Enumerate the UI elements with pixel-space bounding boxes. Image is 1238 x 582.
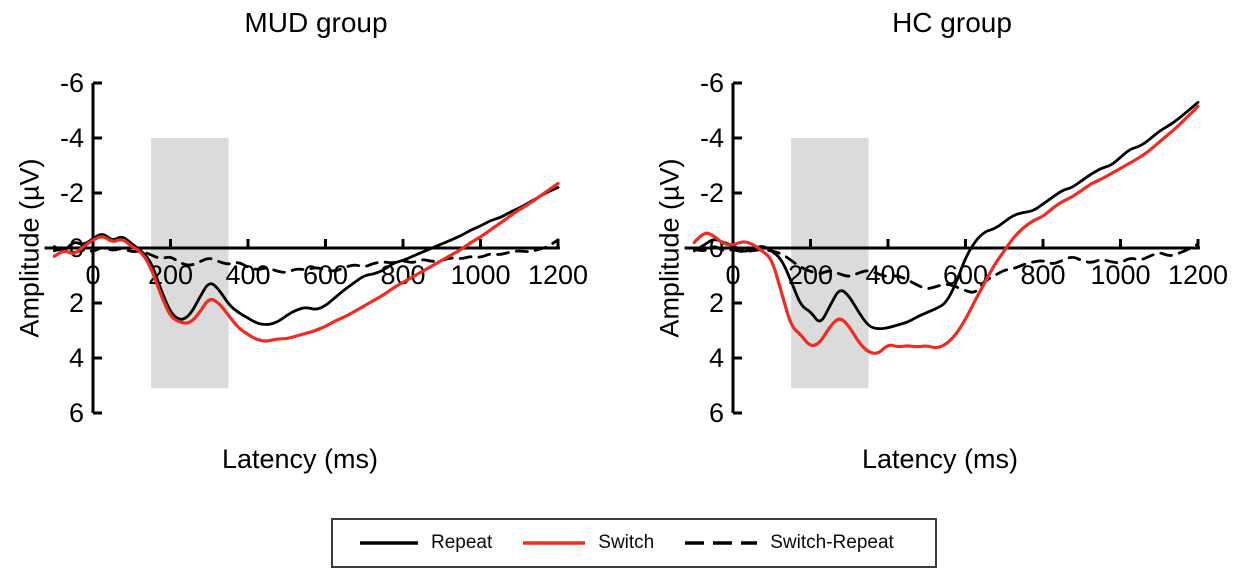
series-switch-repeat-line — [52, 238, 560, 274]
panel-title-hc: HC group — [892, 7, 1012, 38]
legend-item-switch-repeat: Switch-Repeat — [684, 532, 894, 554]
x-tick-label: 1000 — [450, 260, 510, 290]
y-tick-label: 6 — [69, 398, 84, 428]
legend-item-label: Switch — [598, 532, 655, 553]
y-tick-label: 4 — [69, 343, 84, 373]
legend: Repeat Switch Switch-Repeat — [331, 518, 937, 568]
y-tick-label: -2 — [60, 178, 84, 208]
significance-window — [791, 138, 869, 389]
y-tick-label: 4 — [709, 343, 724, 373]
series-repeat-line — [692, 100, 1200, 331]
legend-item-label: Switch-Repeat — [770, 532, 894, 553]
x-axis-label-right: Latency (ms) — [861, 444, 1019, 474]
y-tick-label: -4 — [60, 123, 84, 153]
series-switch-repeat-line — [692, 242, 1200, 294]
series-switch-line — [52, 181, 560, 343]
x-tick-label: 800 — [1020, 260, 1065, 290]
x-tick-label: 400 — [865, 260, 910, 290]
y-tick-label: -2 — [700, 178, 724, 208]
y-tick-label: 0 — [69, 233, 84, 263]
x-tick-label: 400 — [225, 260, 270, 290]
x-tick-label: 200 — [788, 260, 833, 290]
x-tick-label: 1000 — [1090, 260, 1150, 290]
legend-item-label: Repeat — [431, 532, 493, 553]
y-tick-label: 6 — [709, 398, 724, 428]
series-switch-line — [692, 104, 1200, 355]
legend-line-switch-icon — [523, 541, 586, 545]
x-tick-label: 600 — [303, 260, 348, 290]
y-tick-label: -4 — [700, 123, 724, 153]
significance-window — [151, 138, 229, 389]
x-tick-label: 1200 — [528, 260, 588, 290]
legend-line-repeat-icon — [360, 541, 418, 545]
legend-line-switch-repeat-icon — [685, 541, 758, 545]
legend-item-repeat: Repeat — [359, 532, 492, 554]
panel-title-mud: MUD group — [244, 7, 388, 38]
y-tick-label: -6 — [700, 68, 724, 98]
x-tick-label: 0 — [725, 260, 740, 290]
y-tick-label: 2 — [709, 288, 724, 318]
legend-item-switch: Switch — [522, 532, 654, 554]
x-tick-label: 1200 — [1168, 260, 1228, 290]
x-axis-label-left: Latency (ms) — [221, 444, 379, 474]
y-tick-label: -6 — [60, 68, 84, 98]
x-tick-label: 0 — [85, 260, 100, 290]
y-tick-label: 2 — [69, 288, 84, 318]
